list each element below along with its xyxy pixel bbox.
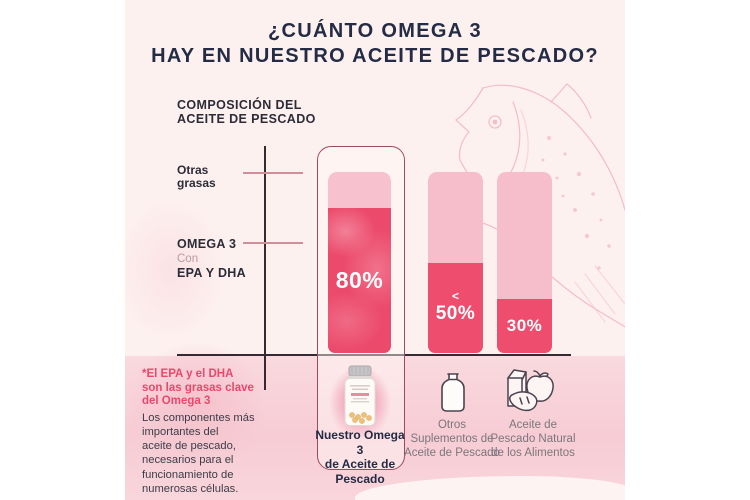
infographic: ¿CUÁNTO OMEGA 3 HAY EN NUESTRO ACEITE DE… xyxy=(125,0,625,500)
y-axis-label-omega3: OMEGA 3 Con EPA Y DHA xyxy=(177,237,246,281)
tick-omega3 xyxy=(243,242,303,244)
column-label-pescado-natural: Aceite de Pescado Natural de los Aliment… xyxy=(490,419,576,459)
page-title-line1: ¿CUÁNTO OMEGA 3 xyxy=(268,20,482,42)
natural-foods-icon xyxy=(507,369,554,412)
epa-dha-label: EPA Y DHA xyxy=(177,266,246,280)
bar-value-label: 80% xyxy=(335,267,384,294)
bar-nuestro-omega3: 80% xyxy=(328,172,391,353)
bar-pescado-natural: 30% xyxy=(497,172,552,353)
footnote-highlight: *El EPA y el DHA son las grasas clave de… xyxy=(142,368,254,408)
bar-segment-omega3: 80% xyxy=(328,208,391,353)
bar-value-label: 30% xyxy=(506,315,543,335)
y-axis-label-otras-grasas: Otras grasas xyxy=(177,163,216,190)
product-bottle-image xyxy=(344,365,376,426)
y-axis-line xyxy=(264,146,266,390)
tick-otras-grasas xyxy=(243,172,303,174)
bar-segment-otras-grasas xyxy=(428,172,483,263)
bar-value-prefix: < xyxy=(451,289,459,304)
bar-segment-otras-grasas xyxy=(497,172,552,299)
column-label-nuestro-omega3: Nuestro Omega 3 de Aceite de Pescado xyxy=(315,428,405,486)
page-title-line2: HAY EN NUESTRO ACEITE DE PESCADO? xyxy=(151,45,599,67)
con-label: Con xyxy=(177,252,199,265)
footnote-body: Los componentes más importantes del acei… xyxy=(142,411,255,495)
footnote: *El EPA y el DHA son las grasas clave de… xyxy=(142,368,282,496)
column-label-otros-suplementos: Otros Suplementos de Aceite de Pescado xyxy=(404,419,500,459)
supplement-bottle-icon xyxy=(441,373,465,412)
bar-value-label: 50% xyxy=(435,303,476,325)
bar-otros-suplementos: < 50% xyxy=(428,172,483,353)
bar-segment-otras-grasas xyxy=(328,172,391,209)
chart-title: COMPOSICIÓN DEL ACEITE DE PESCADO xyxy=(177,98,316,126)
bar-segment-omega3: 30% xyxy=(497,298,552,353)
page-title: ¿CUÁNTO OMEGA 3 HAY EN NUESTRO ACEITE DE… xyxy=(125,19,625,69)
bar-segment-omega3: < 50% xyxy=(428,262,483,353)
omega3-label: OMEGA 3 xyxy=(177,237,237,251)
x-axis-baseline xyxy=(177,354,571,357)
